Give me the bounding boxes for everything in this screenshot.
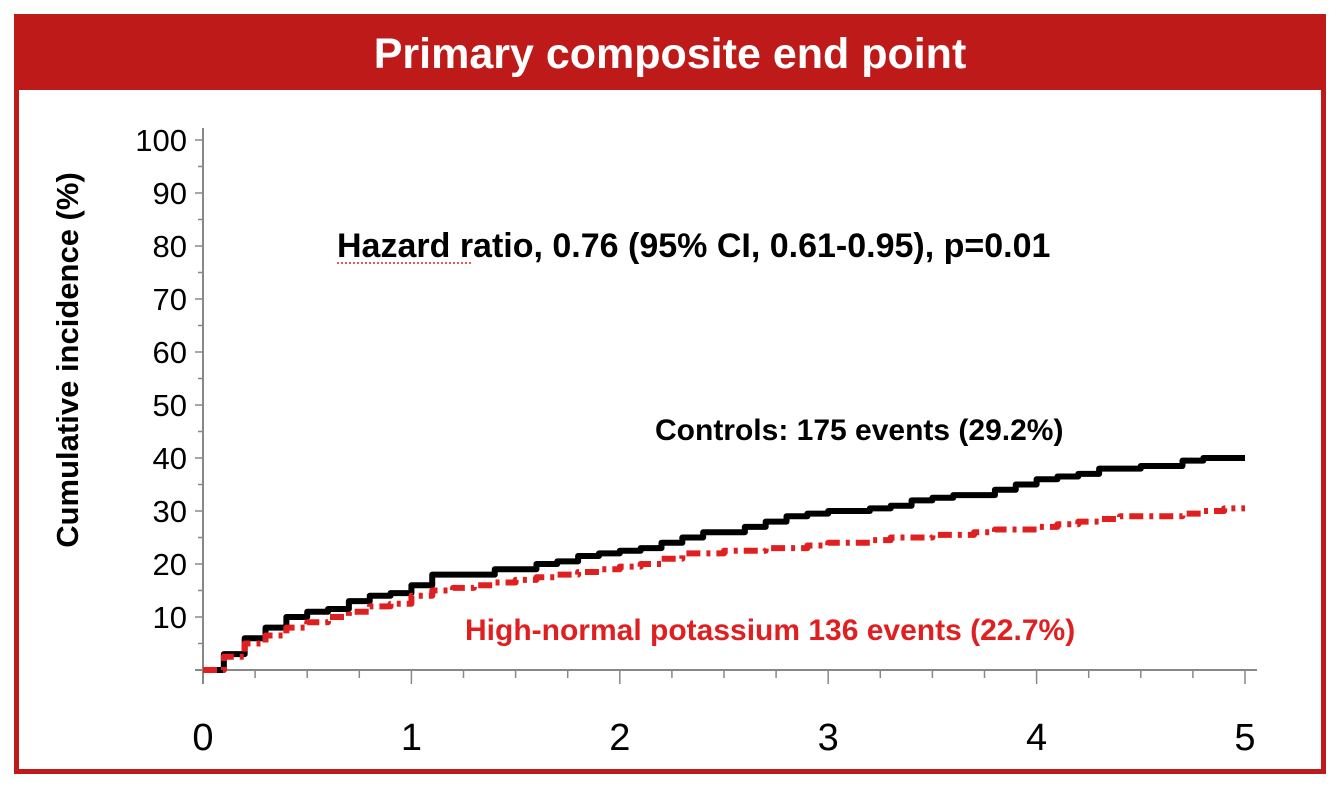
chart-frame: Primary composite end point xyxy=(14,14,1326,774)
x-tick-label: 4 xyxy=(1026,717,1047,759)
y-tick-label: 100 xyxy=(135,123,187,158)
x-tick-label: 1 xyxy=(401,717,422,759)
y-tick-label: 10 xyxy=(153,600,187,635)
chart-title: Primary composite end point xyxy=(373,30,967,78)
x-tick-label: 3 xyxy=(818,717,839,759)
y-tick-label: 90 xyxy=(153,176,187,211)
x-tick-label: 0 xyxy=(192,717,213,759)
series-layer xyxy=(203,455,1245,673)
x-axis-ticks: 0 1 2 3 4 5 xyxy=(192,670,1256,759)
controls-series-label: Controls: 175 events (29.2%) xyxy=(655,414,1063,447)
y-tick-label: 70 xyxy=(153,282,187,317)
x-tick-label: 2 xyxy=(609,717,630,759)
y-tick-label: 80 xyxy=(153,229,187,264)
title-bar: Primary composite end point xyxy=(19,19,1321,90)
potassium-series-label: High-normal potassium 136 events (22.7%) xyxy=(465,614,1075,647)
controls-series-line xyxy=(203,455,1245,673)
potassium-series-line xyxy=(203,505,1245,673)
y-tick-label: 20 xyxy=(153,547,187,582)
y-tick-label: 40 xyxy=(153,441,187,476)
hazard-ratio-annotation: Hazard ratio, 0.76 (95% CI, 0.61-0.95), … xyxy=(337,227,1050,265)
y-axis-ticks: 10 20 30 40 50 60 70 80 90 100 xyxy=(135,123,203,671)
y-axis-label: Cumulative incidence (%) xyxy=(50,172,85,548)
y-tick-label: 50 xyxy=(153,388,187,423)
y-tick-label: 30 xyxy=(153,494,187,529)
x-tick-label: 5 xyxy=(1234,717,1255,759)
y-tick-label: 60 xyxy=(153,335,187,370)
